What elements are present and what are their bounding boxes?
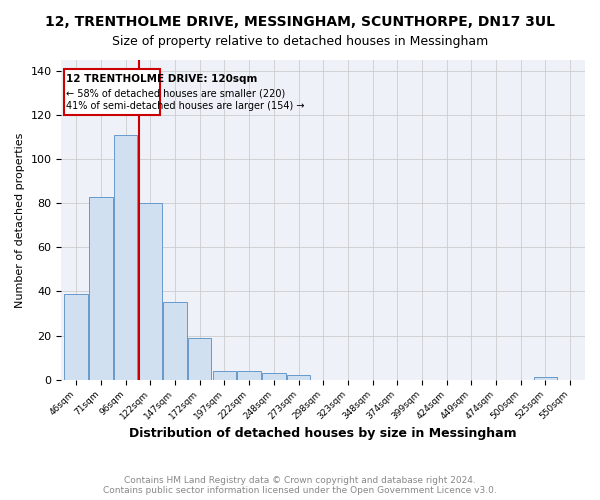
FancyBboxPatch shape	[64, 69, 160, 115]
Text: ← 58% of detached houses are smaller (220): ← 58% of detached houses are smaller (22…	[67, 88, 286, 98]
Bar	[89, 196, 113, 380]
Bar	[64, 294, 88, 380]
Text: 41% of semi-detached houses are larger (154) →: 41% of semi-detached houses are larger (…	[67, 102, 305, 112]
Bar	[163, 302, 187, 380]
Bar	[262, 373, 286, 380]
Bar	[238, 371, 261, 380]
Bar	[188, 338, 211, 380]
Bar	[287, 375, 310, 380]
Text: 12, TRENTHOLME DRIVE, MESSINGHAM, SCUNTHORPE, DN17 3UL: 12, TRENTHOLME DRIVE, MESSINGHAM, SCUNTH…	[45, 15, 555, 29]
Text: Contains HM Land Registry data © Crown copyright and database right 2024.
Contai: Contains HM Land Registry data © Crown c…	[103, 476, 497, 495]
Y-axis label: Number of detached properties: Number of detached properties	[15, 132, 25, 308]
Bar	[534, 378, 557, 380]
Text: 12 TRENTHOLME DRIVE: 120sqm: 12 TRENTHOLME DRIVE: 120sqm	[67, 74, 258, 84]
Bar	[139, 204, 162, 380]
X-axis label: Distribution of detached houses by size in Messingham: Distribution of detached houses by size …	[130, 427, 517, 440]
Text: Size of property relative to detached houses in Messingham: Size of property relative to detached ho…	[112, 35, 488, 48]
Bar	[114, 135, 137, 380]
Bar	[212, 371, 236, 380]
